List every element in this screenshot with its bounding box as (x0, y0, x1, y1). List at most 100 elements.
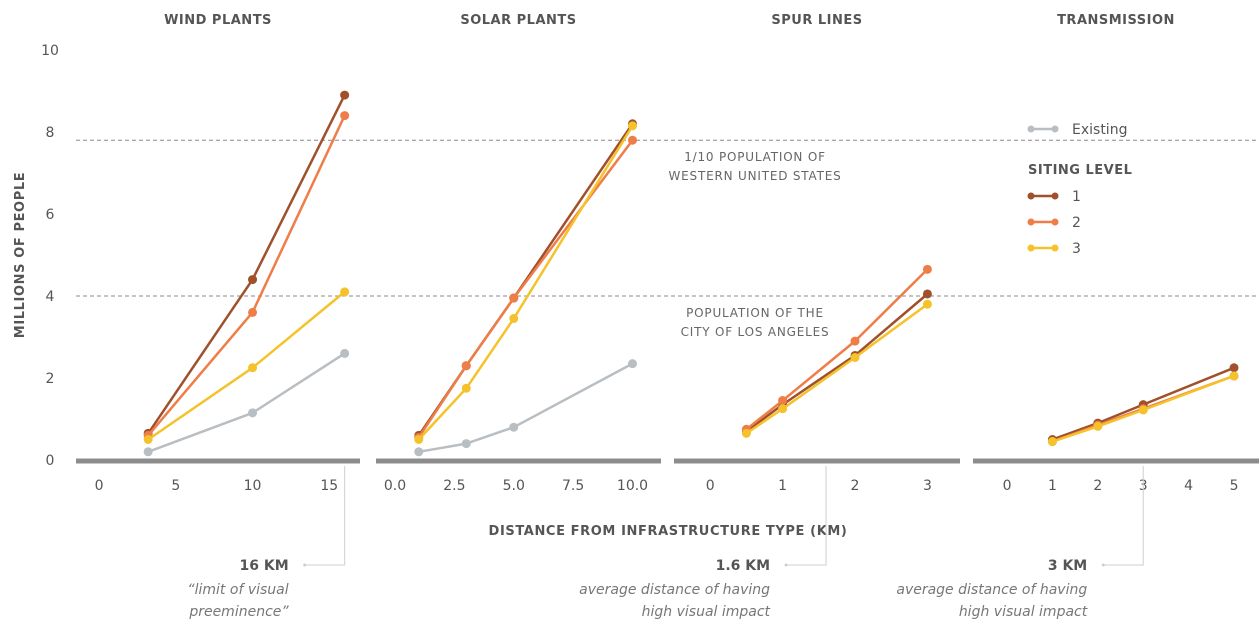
annotation-leader (304, 466, 346, 566)
data-point-3 (1138, 405, 1148, 415)
data-point-3 (248, 363, 258, 373)
series-line-2 (745, 268, 929, 431)
data-point-3 (741, 428, 751, 438)
data-point-existing (340, 348, 350, 358)
series-line-2 (147, 115, 346, 437)
annotation-leader (786, 466, 827, 566)
reference-label: 1/10 POPULATION OF (684, 150, 826, 164)
legend-item-swatch-dot (1027, 244, 1035, 252)
legend-item-swatch-dot (1027, 192, 1035, 200)
x-tick-label: 2.5 (443, 478, 465, 494)
x-tick-label: 15 (320, 478, 338, 494)
data-point-existing (143, 447, 153, 457)
legend-item-label: 3 (1072, 241, 1081, 257)
series-line-3 (417, 125, 634, 441)
series-line-1 (1051, 366, 1235, 441)
data-point-2 (509, 293, 519, 303)
annotation-head: 3 KM (1048, 558, 1087, 574)
data-point-2 (778, 396, 788, 406)
labels-layer: MILLIONS OF PEOPLE DISTANCE FROM INFRAST… (13, 13, 1238, 539)
y-tick-label: 10 (41, 43, 59, 59)
x-tick-label: 0 (1003, 478, 1012, 494)
annotation-head: 16 KM (240, 558, 289, 574)
x-tick-label: 3 (923, 478, 932, 494)
legend-heading: SITING LEVEL (1028, 163, 1132, 178)
data-point-2 (248, 307, 258, 317)
legend-item-swatch-dot (1051, 244, 1059, 252)
panel-title: WIND PLANTS (164, 13, 272, 28)
data-point-3 (414, 435, 424, 444)
annotation-leader-dot (784, 563, 788, 567)
x-axis-title: DISTANCE FROM INFRASTRUCTURE TYPE (KM) (489, 524, 848, 539)
data-point-1 (1229, 363, 1239, 373)
x-tick-label: 7.5 (562, 478, 584, 494)
series-line-3 (147, 290, 346, 441)
panel-title: SOLAR PLANTS (460, 13, 576, 28)
y-tick-label: 6 (46, 207, 55, 223)
legend-item-swatch-dot (1027, 218, 1035, 226)
x-tick-label: 0 (95, 478, 104, 494)
legend-existing-swatch-dot (1027, 125, 1035, 133)
series-line-existing (147, 352, 346, 453)
data-point-1 (340, 90, 350, 100)
legend-item-label: 2 (1072, 215, 1081, 231)
data-point-3 (461, 383, 471, 393)
reference-label: CITY OF LOS ANGELES (681, 325, 830, 339)
x-tick-label: 5 (171, 478, 180, 494)
data-point-3 (628, 121, 637, 131)
panel-title: TRANSMISSION (1057, 13, 1175, 28)
data-point-3 (850, 353, 860, 362)
y-tick-label: 4 (46, 289, 55, 305)
data-point-existing (414, 447, 424, 457)
series-line-1 (147, 94, 346, 435)
y-tick-label: 0 (46, 453, 55, 469)
series-layer (143, 90, 1239, 457)
annotation-leader-dot (1101, 563, 1105, 567)
data-point-2 (922, 264, 932, 274)
data-point-existing (628, 359, 637, 369)
data-point-existing (509, 422, 519, 432)
x-tick-label: 10 (244, 478, 262, 494)
data-point-3 (1093, 421, 1103, 431)
annotation-leader (1103, 466, 1144, 566)
annotation-head: 1.6 KM (716, 558, 770, 574)
annotation-text: high visual impact (642, 604, 771, 620)
data-point-3 (509, 314, 519, 324)
series-line-1 (745, 293, 929, 433)
x-tick-label: 2 (851, 478, 860, 494)
panel-title: SPUR LINES (771, 13, 862, 28)
legend-existing-swatch-dot (1051, 125, 1059, 133)
x-tick-label: 1 (1048, 478, 1057, 494)
legend: Existing SITING LEVEL 1 2 3 (1027, 122, 1132, 257)
reference-label: WESTERN UNITED STATES (669, 169, 842, 183)
annotation-text: “limit of visual (187, 582, 288, 598)
x-tick-label: 1 (778, 478, 787, 494)
data-point-3 (143, 435, 153, 444)
data-point-2 (850, 336, 860, 346)
x-tick-label: 2 (1093, 478, 1102, 494)
data-point-2 (628, 135, 637, 145)
annotation-text: average distance of having (579, 582, 770, 598)
annotation-text: preeminence” (188, 604, 289, 620)
x-tick-label: 5 (1230, 478, 1239, 494)
x-tick-label: 0.0 (384, 478, 406, 494)
y-tick-label: 8 (46, 125, 55, 141)
x-tick-label: 0 (706, 478, 715, 494)
data-point-1 (922, 289, 932, 299)
series-line-2 (417, 139, 634, 439)
series-line-3 (745, 303, 929, 435)
legend-item-label: 1 (1072, 189, 1081, 205)
legend-item-swatch-dot (1051, 218, 1059, 226)
x-tick-label: 10.0 (617, 478, 648, 494)
y-axis-title: MILLIONS OF PEOPLE (13, 172, 28, 338)
data-point-1 (248, 275, 258, 285)
x-tick-label: 4 (1184, 478, 1193, 494)
x-tick-label: 5.0 (503, 478, 525, 494)
legend-item-swatch-dot (1051, 192, 1059, 200)
series-line-existing (418, 362, 634, 454)
annotation-leader-dot (303, 563, 307, 567)
data-point-2 (461, 361, 471, 371)
y-tick-label: 2 (46, 371, 55, 387)
data-point-3 (778, 404, 788, 414)
